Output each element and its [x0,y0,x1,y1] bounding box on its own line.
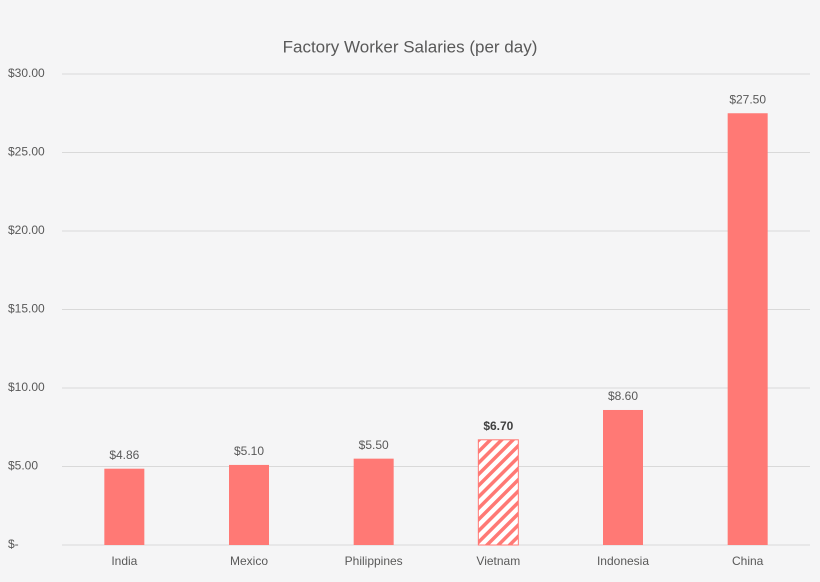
y-tick-label: $30.00 [8,66,45,80]
value-label: $27.50 [729,92,766,106]
value-label: $5.10 [234,444,264,458]
x-tick-label: India [111,554,137,568]
y-tick-label: $20.00 [8,223,45,237]
value-label: $8.60 [608,389,638,403]
y-tick-label: $15.00 [8,302,45,316]
y-tick-label: $- [8,537,19,551]
value-label: $4.86 [109,448,139,462]
value-label: $5.50 [359,438,389,452]
bar [477,439,519,546]
y-tick-label: $5.00 [8,459,38,473]
bar [353,458,394,545]
x-tick-label: Indonesia [597,554,649,568]
bar [104,468,145,545]
bar [727,113,768,545]
bar [603,409,643,545]
x-tick-label: Mexico [230,554,268,568]
value-label: $6.70 [483,419,513,433]
x-tick-label: China [732,554,764,568]
x-tick-label: Vietnam [476,554,520,568]
chart-title: Factory Worker Salaries (per day) [283,37,538,56]
y-tick-label: $10.00 [8,380,45,394]
bar [229,464,269,545]
y-tick-label: $25.00 [8,145,45,159]
x-tick-label: Philippines [345,554,403,568]
